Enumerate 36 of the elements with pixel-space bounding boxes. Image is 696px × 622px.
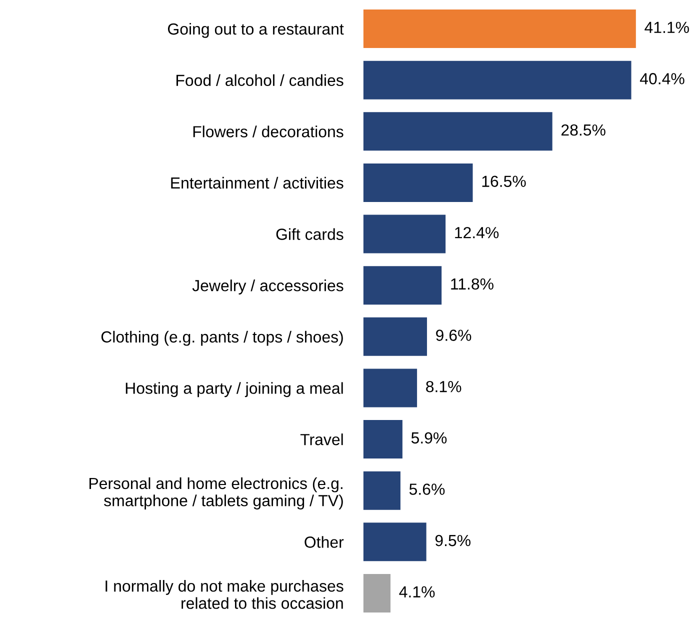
y-tick-label: Jewelry / accessories	[192, 280, 344, 294]
data-label: 28.5%	[561, 124, 606, 136]
data-label: 16.5%	[482, 176, 526, 187]
data-label: 8.1%	[426, 380, 462, 392]
y-tick-label: Gift cards	[276, 228, 344, 240]
data-label: 9.5%	[435, 534, 470, 546]
data-label: 11.8%	[451, 278, 494, 290]
y-tick-label: Hosting a party / joining a meal	[126, 382, 343, 398]
data-label: 40.4%	[640, 73, 684, 84]
y-tick-label: Flowers / decorations	[193, 126, 344, 138]
data-label: 5.9%	[411, 432, 447, 444]
y-tick-label: Travel	[300, 434, 343, 446]
bar	[363, 60, 632, 100]
bar	[363, 214, 446, 254]
bar	[363, 266, 442, 305]
data-label: 4.1%	[399, 586, 435, 598]
y-tick-label: Going out to a restaurant	[168, 22, 344, 38]
bar	[363, 420, 402, 459]
data-label: 12.4%	[455, 227, 499, 238]
bar	[363, 163, 473, 202]
y-tick-label: Personal and home electronics (e.g. smartphone / tablets gaming / TV)	[90, 477, 343, 510]
data-label: 9.6%	[436, 330, 472, 341]
bar	[363, 112, 552, 151]
bar	[363, 574, 391, 612]
y-tick-label: Other	[304, 536, 344, 548]
y-tick-label: Clothing (e.g. pants / tops / shoes)	[101, 330, 343, 346]
data-label: 5.6%	[409, 484, 445, 495]
bar	[363, 522, 426, 562]
bar	[363, 368, 418, 408]
y-tick-label: Entertainment / activities	[171, 176, 344, 189]
bar	[363, 317, 427, 356]
y-tick-label: Food / alcohol / candies	[176, 74, 344, 86]
data-label: 41.1%	[644, 22, 689, 33]
y-tick-label: I normally do not make purchases related to this occasion	[106, 580, 344, 609]
bar	[363, 471, 400, 510]
bar	[363, 10, 636, 48]
